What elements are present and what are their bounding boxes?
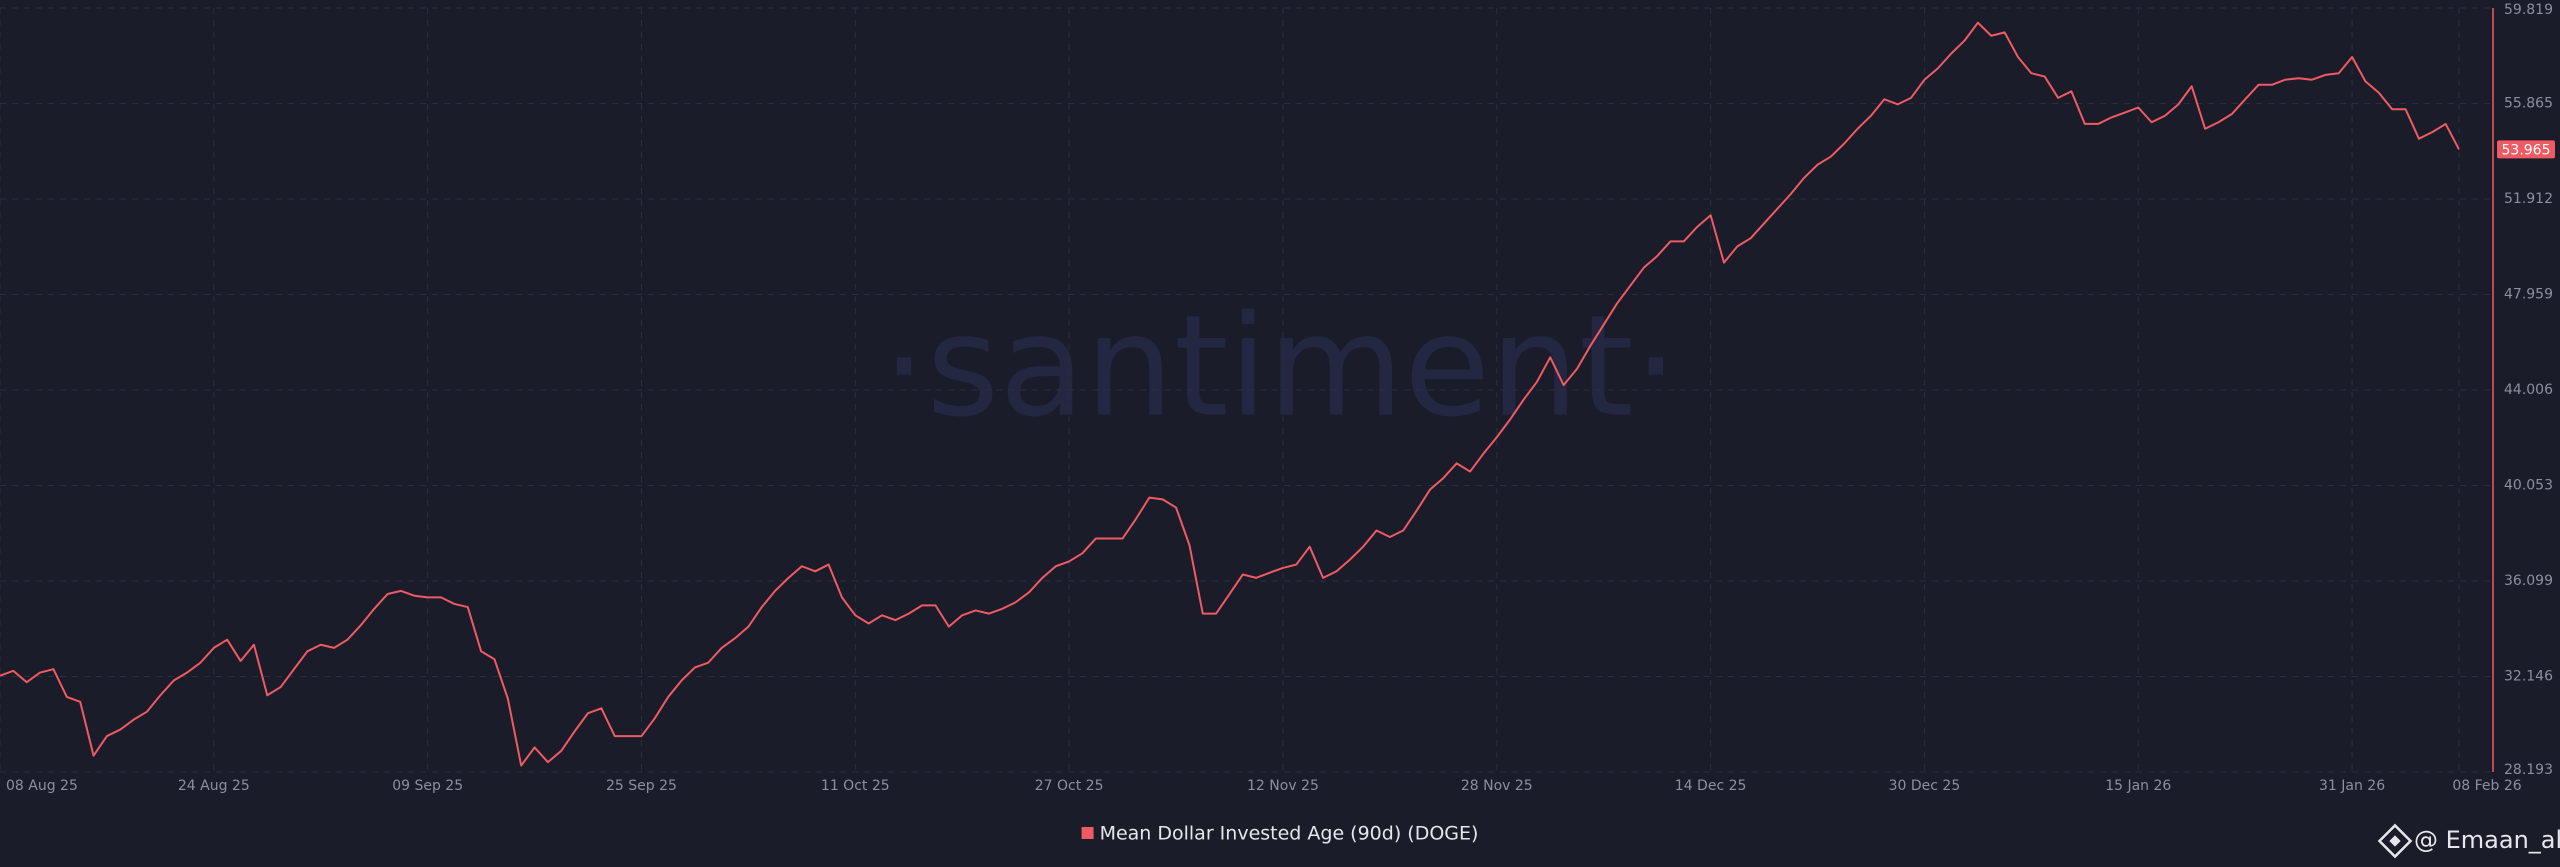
x-tick-label: 12 Nov 25 [1247,778,1319,794]
x-tick-label: 15 Jan 26 [2105,778,2171,794]
last-value-label: 53.965 [2502,142,2551,158]
logo [2377,823,2413,859]
credit-text: @ Emaan_ali [2414,826,2560,854]
legend: Mean Dollar Invested Age (90d) (DOGE) [1081,823,1479,845]
y-tick-label: 32.146 [2504,669,2553,685]
x-tick-label: 08 Feb 26 [2452,778,2521,794]
x-tick-label: 25 Sep 25 [606,778,677,794]
x-tick-label: 14 Dec 25 [1675,778,1747,794]
legend-swatch [1081,827,1094,839]
credit: @ Emaan_ali [2377,823,2560,859]
y-tick-label: 59.819 [2504,2,2553,18]
y-tick-label: 47.959 [2504,287,2553,303]
x-tick-label: 24 Aug 25 [178,778,250,794]
watermark: ·santiment· [882,286,1678,449]
x-tick-label: 30 Dec 25 [1889,778,1961,794]
last-value-tag [2497,140,2555,159]
x-tick-label: 27 Oct 25 [1035,778,1104,794]
data-line [0,21,2460,767]
legend-label: Mean Dollar Invested Age (90d) (DOGE) [1100,823,1479,845]
y-tick-label: 44.006 [2504,382,2553,398]
y-tick-label: 28.193 [2504,762,2553,778]
y-tick-label: 40.053 [2504,477,2553,493]
x-tick-label: 28 Nov 25 [1461,778,1533,794]
x-tick-label: 09 Sep 25 [392,778,463,794]
y-tick-label: 51.912 [2504,191,2553,207]
x-tick-label: 08 Aug 25 [6,778,78,794]
x-tick-label: 31 Jan 26 [2319,778,2385,794]
y-tick-label: 55.865 [2504,96,2553,112]
x-tick-label: 11 Oct 25 [821,778,890,794]
y-tick-label: 36.099 [2504,573,2553,589]
